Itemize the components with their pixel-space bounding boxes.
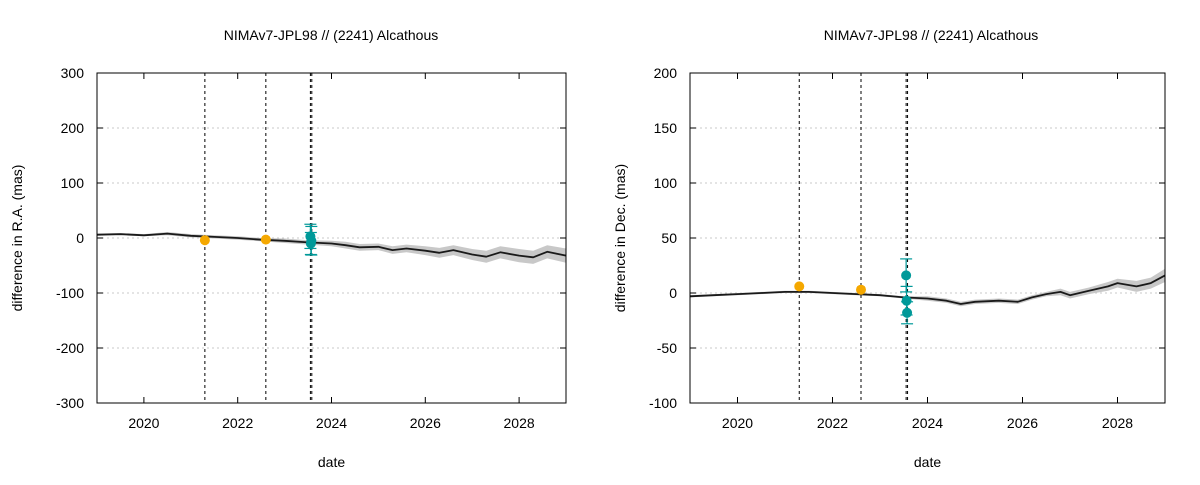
data-point	[856, 284, 866, 295]
y-tick-label: 100	[654, 175, 678, 191]
x-tick-label: 2020	[128, 415, 159, 431]
data-point	[901, 295, 912, 306]
uncertainty-band	[690, 268, 1165, 307]
y-tick-label: -300	[56, 395, 84, 411]
difference-curve	[96, 232, 567, 259]
data-point	[794, 281, 805, 292]
x-axis-label: date	[914, 454, 941, 470]
y-tick-label: 150	[654, 120, 678, 136]
y-tick-label: -50	[657, 340, 677, 356]
chart-panel-1: -300 -200 -100 0 100 200 300 2020 2022 2024 2026 20…	[9, 27, 567, 470]
data-point	[260, 234, 271, 245]
x-tick-label: 2024	[316, 415, 347, 431]
data-point	[199, 235, 210, 246]
x-tick-label: 2022	[817, 415, 848, 431]
y-tick-label: -100	[56, 285, 84, 301]
x-tick-label: 2028	[1102, 415, 1133, 431]
data-point	[306, 235, 317, 246]
y-tick-label: 300	[61, 65, 85, 81]
y-tick-label: 0	[76, 230, 84, 246]
y-axis-label: difference in Dec. (mas)	[612, 164, 628, 312]
y-axis-label: difference in R.A. (mas)	[9, 165, 25, 312]
x-tick-label: 2028	[504, 415, 535, 431]
chart-title: NIMAv7-JPL98 // (2241) Alcathous	[824, 27, 1039, 43]
difference-curve	[689, 274, 1166, 305]
y-tick-label: 200	[654, 65, 678, 81]
chart-panel-2: -100 -50 0 50 100 150 200 2020 2022 2024 2026 2028 N…	[612, 27, 1166, 470]
data-point	[901, 270, 912, 281]
y-tick-label: 50	[661, 230, 677, 246]
y-tick-label: -100	[649, 395, 677, 411]
y-tick-label: 100	[61, 175, 85, 191]
data-point	[902, 307, 913, 318]
x-axis-label: date	[318, 454, 345, 470]
x-tick-label: 2020	[722, 415, 753, 431]
y-tick-label: 0	[669, 285, 677, 301]
x-tick-label: 2024	[912, 415, 943, 431]
y-tick-label: -200	[56, 340, 84, 356]
x-tick-label: 2026	[410, 415, 441, 431]
chart-title: NIMAv7-JPL98 // (2241) Alcathous	[224, 27, 439, 43]
y-tick-label: 200	[61, 120, 85, 136]
uncertainty-band	[97, 232, 566, 264]
x-tick-label: 2022	[222, 415, 253, 431]
x-tick-label: 2026	[1007, 415, 1038, 431]
